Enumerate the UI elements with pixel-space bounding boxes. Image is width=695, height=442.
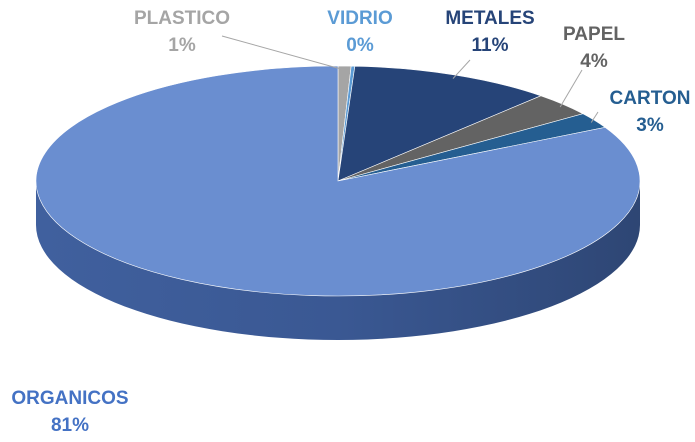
pie-top-face: [35, 65, 641, 297]
slice-label-organicos: ORGANICOS: [11, 388, 128, 409]
leader-lines: [221, 35, 599, 123]
slice-value-metales: 11%: [472, 35, 509, 56]
slice-value-carton: 3%: [636, 115, 664, 136]
slice-label-metales: METALES: [445, 8, 534, 29]
leader-line-carton: [590, 111, 599, 123]
slice-label-carton: CARTON: [610, 88, 691, 109]
slice-label-papel: PAPEL: [563, 24, 625, 45]
slice-label-vidrio: VIDRIO: [327, 8, 392, 29]
pie-side-wall: [36, 181, 640, 340]
leader-line-metales: [452, 59, 471, 79]
leader-line-papel: [559, 69, 583, 108]
slice-value-plastico: 1%: [168, 35, 196, 56]
slice-value-vidrio: 0%: [346, 35, 374, 56]
slice-labels: PLASTICO 1% VIDRIO 0% METALES 11% PAPEL 4%CARTO…: [11, 8, 690, 436]
leader-line-plastico: [221, 35, 345, 71]
slice-label-plastico: PLASTICO: [134, 8, 230, 29]
pie-side-wall-shape: [36, 181, 640, 340]
slice-value-papel: 4%: [580, 51, 608, 72]
slice-value-organicos: 81%: [51, 415, 89, 436]
pie-slice-organicos: [35, 65, 641, 297]
pie-slice-metales: [337, 65, 542, 182]
